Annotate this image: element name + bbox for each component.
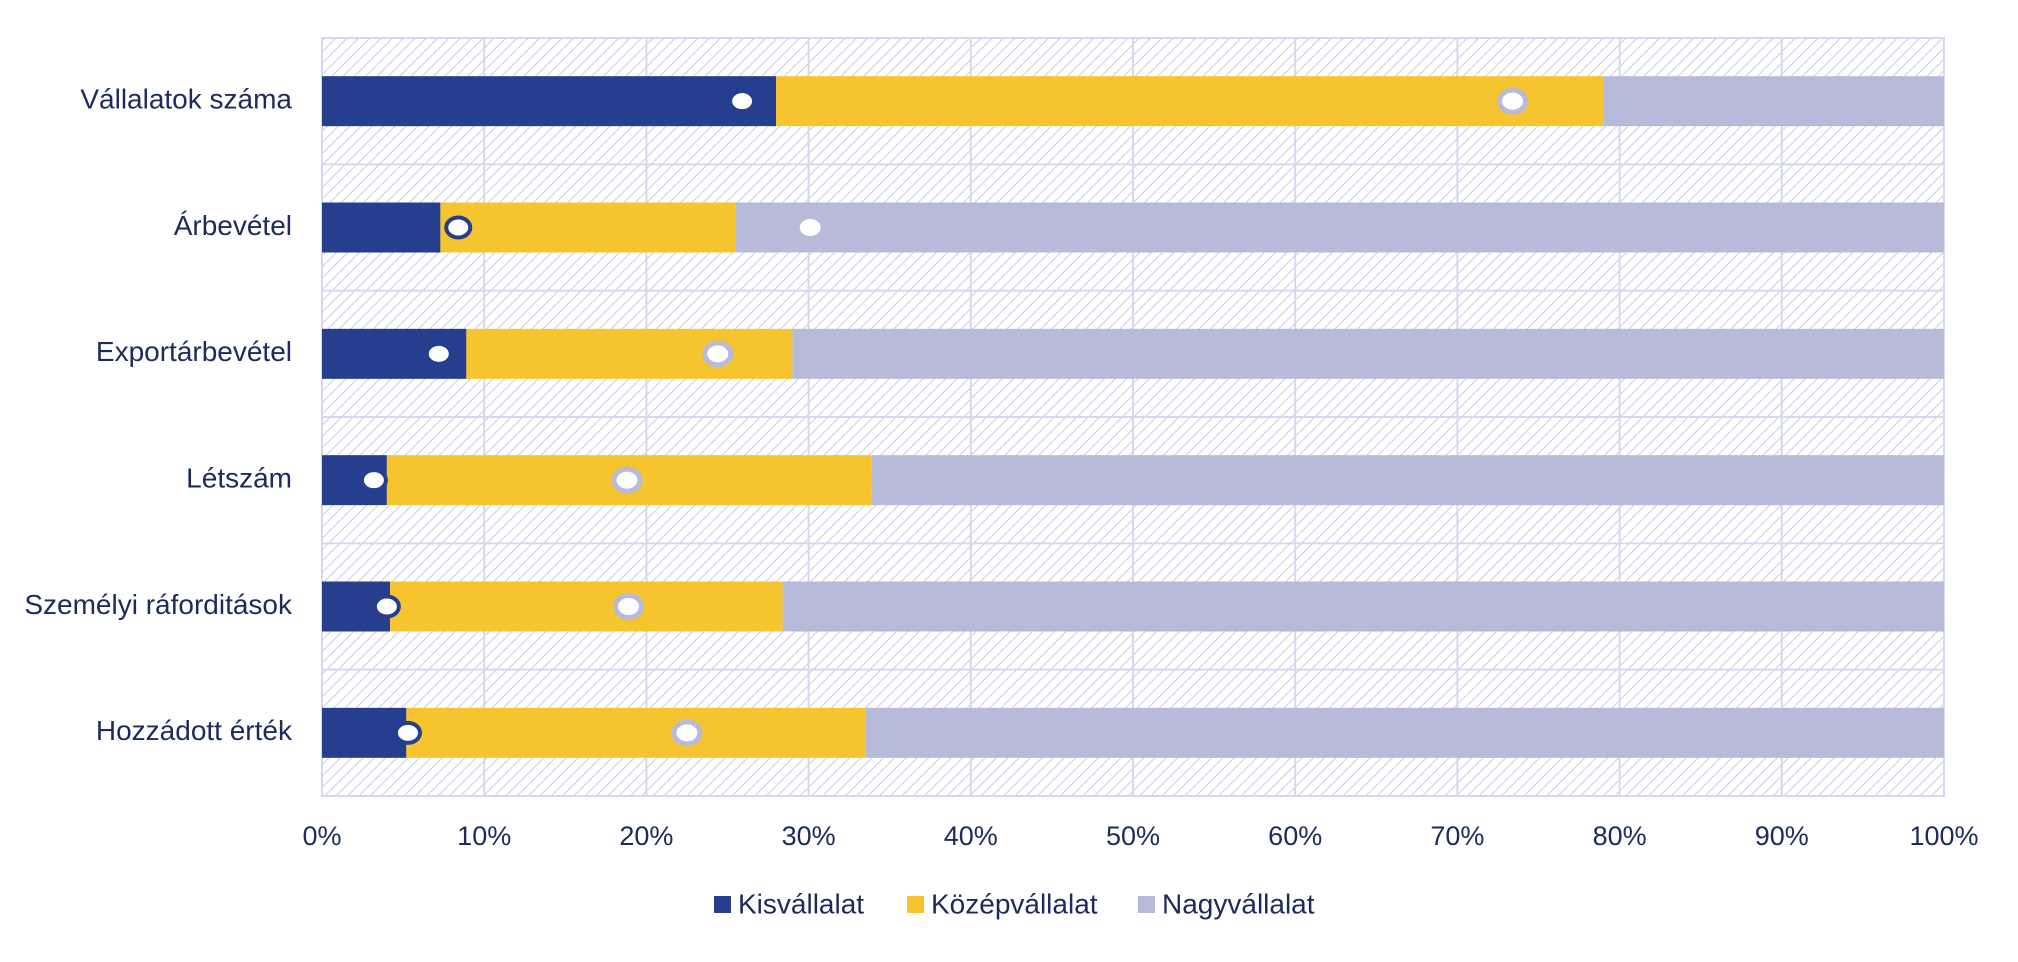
marker-középvállalat xyxy=(611,466,643,494)
bar-kisvállalat xyxy=(322,76,777,127)
bar-középvállalat xyxy=(406,707,866,758)
marker-középvállalat xyxy=(702,340,734,368)
marker-középvállalat xyxy=(1497,87,1529,115)
category-labels: Vállalatok száma Árbevétel Exportárbevétel… xyxy=(24,84,293,747)
x-tick-label: 40% xyxy=(944,821,998,851)
marker-középvállalat xyxy=(613,593,645,620)
bar-nagyvállalat xyxy=(735,202,1944,253)
bar-kisvállalat xyxy=(322,202,441,253)
x-tick-label: 60% xyxy=(1268,821,1322,851)
marker-kisvállalat xyxy=(372,594,401,619)
x-tick-label: 100% xyxy=(1909,821,1978,851)
gridlines xyxy=(321,37,1945,797)
bar-középvállalat xyxy=(776,76,1604,127)
category-label: Árbevétel xyxy=(174,210,292,241)
category-label: Exportárbevétel xyxy=(96,336,292,367)
marker-kisvállalat xyxy=(424,341,453,366)
category-label: Hozzádott érték xyxy=(96,715,293,746)
bar-középvállalat xyxy=(466,328,793,379)
x-tick-label: 90% xyxy=(1755,821,1809,851)
plot-border xyxy=(321,37,1945,797)
bar-nagyvállalat xyxy=(792,328,1944,379)
category-label: Létszám xyxy=(186,463,292,494)
x-tick-label: 50% xyxy=(1106,821,1160,851)
legend-swatch-középvállalat xyxy=(907,896,924,913)
bar-nagyvállalat xyxy=(782,581,1945,632)
legend-label-középvállalat: Középvállalat xyxy=(931,888,1098,919)
bar-nagyvállalat xyxy=(1603,76,1944,127)
bars xyxy=(322,76,1945,758)
category-label: Vállalatok száma xyxy=(80,84,292,115)
x-axis-ticks: 0% 10% 20% 30% 40% 50% 60% 70% 80% 90% 100% xyxy=(302,821,1978,851)
x-tick-label: 80% xyxy=(1593,821,1647,851)
x-tick-label: 30% xyxy=(782,821,836,851)
marker-kisvállalat xyxy=(728,89,757,114)
legend-label-kisvállalat: Kisvállalat xyxy=(738,888,864,919)
marker-kisvállalat xyxy=(359,468,388,493)
legend-swatch-nagyvállalat xyxy=(1138,896,1155,913)
legend-swatch-kisvállalat xyxy=(714,896,731,913)
marker-kisvállalat xyxy=(393,720,422,745)
markers xyxy=(359,87,1529,747)
bar-középvállalat xyxy=(440,202,736,253)
bar-középvállalat xyxy=(390,581,783,632)
x-tick-label: 0% xyxy=(302,821,341,851)
marker-középvállalat xyxy=(671,719,703,747)
marker-középvállalat xyxy=(794,214,826,241)
x-tick-label: 10% xyxy=(457,821,511,851)
x-tick-label: 70% xyxy=(1430,821,1484,851)
x-tick-label: 20% xyxy=(619,821,673,851)
bar-kisvállalat xyxy=(322,707,407,758)
marker-kisvállalat xyxy=(444,215,473,240)
legend-label-nagyvállalat: Nagyvállalat xyxy=(1162,888,1315,919)
legend: Kisvállalat Középvállalat Nagyvállalat xyxy=(714,888,1315,919)
bar-nagyvállalat xyxy=(871,455,1945,506)
category-label: Személyi ráforditások xyxy=(24,589,293,620)
bar-nagyvállalat xyxy=(865,707,1944,758)
